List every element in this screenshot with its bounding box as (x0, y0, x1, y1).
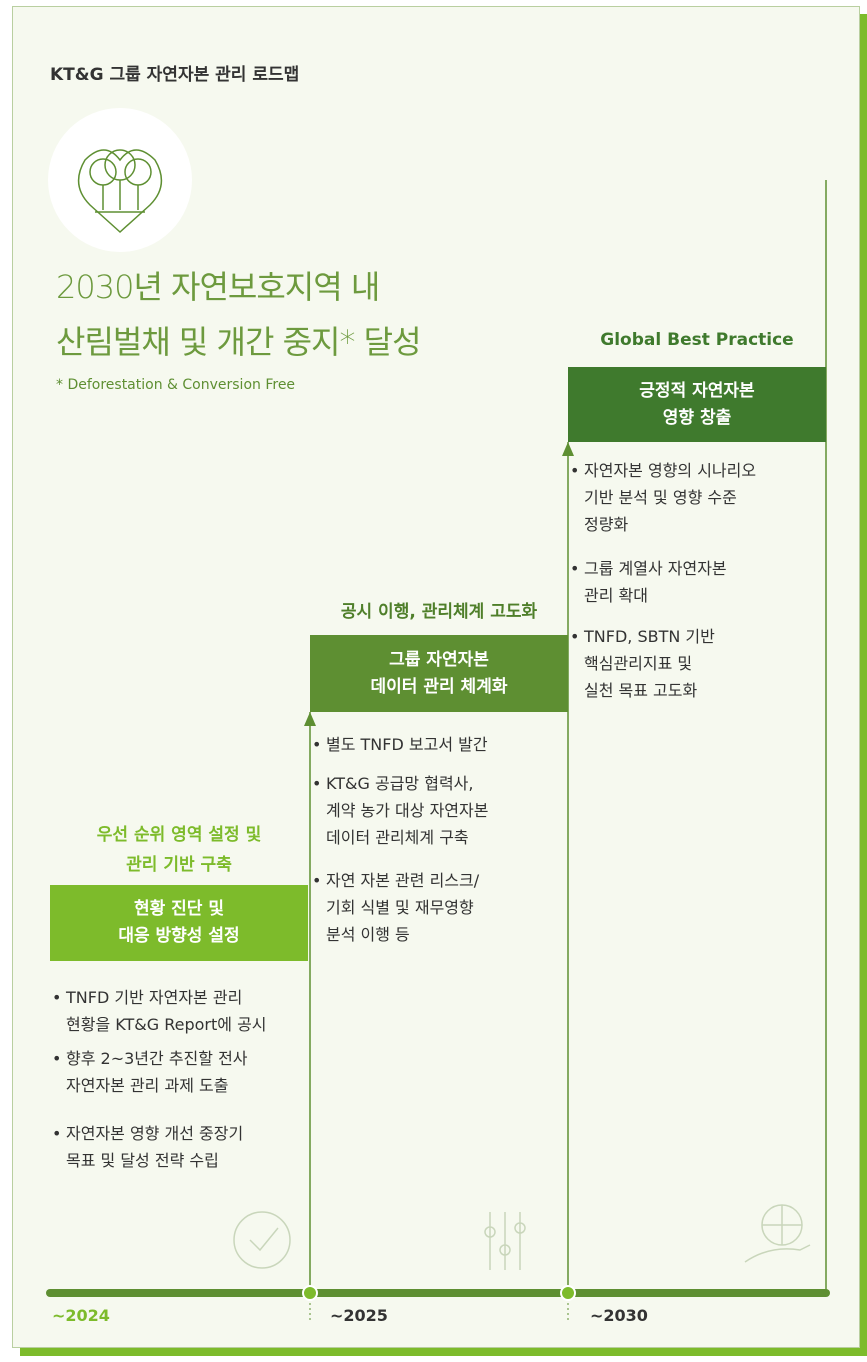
bullet-line: 핵심관리지표 및 (584, 654, 693, 673)
bullet-dot: • (312, 735, 322, 754)
bullet-dot: • (570, 627, 580, 646)
bullet-line: 데이터 관리체계 구축 (326, 828, 469, 847)
bullet-line: 자연 자본 관련 리스크/ (326, 871, 480, 890)
bullet-dot: • (312, 774, 322, 793)
bullet-dot: • (52, 1049, 62, 1068)
bullet-line: TNFD 기반 자연자본 관리 (66, 988, 243, 1007)
bullet-line: 목표 및 달성 전략 수립 (66, 1151, 219, 1170)
bullet-line: 자연자본 영향의 시나리오 (584, 461, 757, 480)
goal-line: 산림벌채 및 개간 중지* 달성 (56, 323, 422, 361)
stage-heading: 관리 기반 구축 (126, 855, 232, 875)
box-line: 긍정적 자연자본 (639, 380, 755, 401)
bullet-line: 자연자본 영향 개선 중장기 (66, 1124, 244, 1143)
bullet-line: 별도 TNFD 보고서 발간 (326, 735, 488, 754)
bullet-dot: • (52, 988, 62, 1007)
period-label: ~2025 (330, 1306, 388, 1325)
box-line: 영향 창출 (662, 407, 732, 428)
title: KT&G 그룹 자연자본 관리 로드맵 (50, 65, 300, 85)
stage-heading: Global Best Practice (600, 330, 794, 350)
bullet-line: TNFD, SBTN 기반 (584, 627, 715, 646)
period-label: ~2030 (590, 1306, 648, 1325)
bullet-line: 자연자본 관리 과제 도출 (66, 1076, 229, 1095)
box-line: 그룹 자연자본 (389, 649, 489, 670)
bullet-dot: • (312, 871, 322, 890)
bullet-line: 분석 이행 등 (326, 925, 410, 944)
box-line: 대응 방향성 설정 (118, 926, 240, 946)
bullet-line: KT&G 공급망 협력사, (326, 774, 474, 793)
bullet-line: 기반 분석 및 영향 수준 (584, 488, 737, 507)
stage-heading: 우선 순위 영역 설정 및 (96, 825, 262, 845)
box-line: 데이터 관리 체계화 (370, 676, 508, 697)
bullet-dot: • (570, 559, 580, 578)
bullet-line: 기회 식별 및 재무영향 (326, 898, 474, 917)
bullet-dot: • (52, 1124, 62, 1143)
stage-heading: 공시 이행, 관리체계 고도화 (340, 602, 538, 622)
box-line: 현황 진단 및 (133, 899, 225, 919)
period-label: ~2024 (52, 1306, 110, 1325)
bullet-line: 계약 농가 대상 자연자본 (326, 801, 489, 820)
footnote: * Deforestation & Conversion Free (56, 377, 296, 393)
bullet-dot: • (570, 461, 580, 480)
bullet-line: 실천 목표 고도화 (584, 681, 698, 700)
bullet-line: 향후 2~3년간 추진할 전사 (66, 1049, 248, 1068)
bullet-line: 그룹 계열사 자연자본 (584, 559, 727, 578)
bullet-line: 현황을 KT&G Report에 공시 (66, 1015, 267, 1034)
goal-line: 2030년 자연보호지역 내 (56, 268, 380, 306)
bullet-line: 정량화 (584, 515, 629, 534)
bullet-line: 관리 확대 (584, 586, 648, 605)
